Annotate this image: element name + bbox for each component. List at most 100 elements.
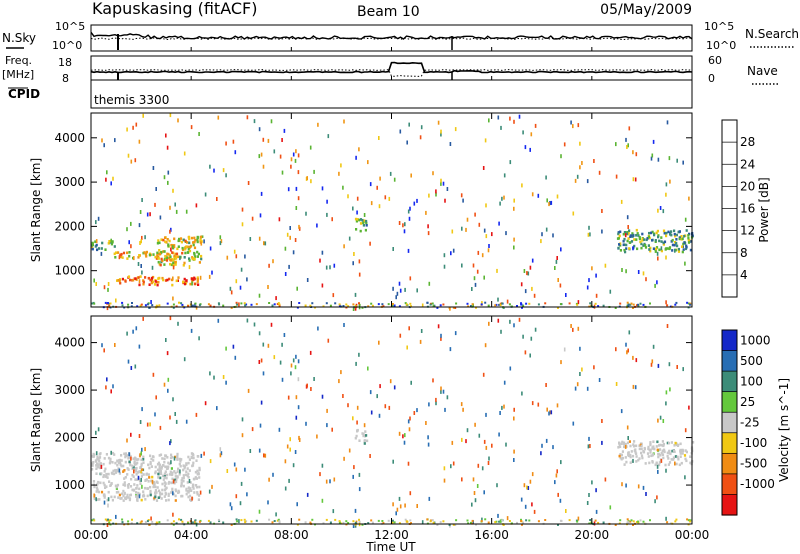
power-cell	[95, 243, 98, 247]
velocity-cell	[393, 521, 396, 524]
power-cell	[622, 239, 625, 243]
velocity-cell	[529, 479, 532, 484]
velocity-cell	[167, 498, 170, 502]
velocity-cell	[413, 411, 416, 415]
power-cell	[449, 142, 452, 146]
power-cell	[381, 303, 384, 306]
velocity-cell	[329, 479, 331, 484]
power-cell	[319, 258, 321, 263]
velocity-cell	[267, 343, 270, 348]
velocity-cell	[120, 454, 123, 457]
power-cell	[572, 124, 574, 129]
power-cell	[481, 301, 483, 306]
power-cell	[226, 255, 229, 260]
power-cell	[594, 302, 597, 305]
power-cell	[359, 218, 362, 221]
power-cell	[100, 251, 103, 256]
power-cell	[117, 279, 120, 282]
velocity-cell	[297, 405, 300, 410]
velocity-cell	[158, 468, 161, 472]
velocity-cell	[161, 492, 164, 496]
power-cell	[581, 161, 583, 165]
power-cell	[171, 245, 175, 248]
power-cell	[181, 303, 184, 306]
velocity-cell	[134, 364, 137, 369]
velocity-cell	[635, 444, 638, 448]
power-cell	[630, 302, 633, 305]
power-cell	[275, 296, 277, 301]
velocity-cell	[187, 522, 190, 524]
velocity-cell	[133, 483, 136, 486]
velocity-cell	[108, 521, 111, 524]
velocity-cell	[99, 481, 102, 485]
cpid-panel	[90, 79, 693, 109]
power-cell	[194, 302, 197, 305]
velocity-cell	[638, 447, 641, 451]
velocity-cell	[171, 471, 174, 475]
velocity-cell	[180, 482, 183, 485]
velocity-cell	[115, 469, 118, 473]
velocity-cell	[618, 442, 621, 446]
velocity-cell	[147, 519, 150, 521]
velocity-cell	[658, 461, 661, 464]
power-cell	[149, 278, 152, 282]
power-cell	[365, 221, 368, 225]
velocity-cell	[135, 486, 138, 490]
power-cell	[483, 275, 485, 280]
power-cell	[196, 255, 199, 258]
velocity-cell	[107, 456, 111, 460]
power-cell	[674, 248, 676, 253]
velocity-cell	[105, 453, 108, 456]
velocity-cell	[522, 334, 524, 339]
power-cell	[149, 212, 151, 217]
velocity-cell	[406, 345, 408, 350]
velocity-cell	[152, 372, 155, 377]
velocity-cell	[268, 518, 271, 521]
velocity-cell	[653, 447, 656, 451]
velocity-cell	[120, 459, 123, 462]
velocity-cell	[651, 460, 654, 463]
velocity-cell	[570, 324, 572, 328]
power-cell	[665, 182, 668, 187]
power-colorbar-tick-label: 8	[740, 246, 748, 260]
power-cell	[290, 157, 293, 162]
power-cell	[278, 217, 281, 222]
power-cell	[311, 302, 314, 305]
nave-tick-low: 0	[708, 72, 715, 85]
velocity-cell	[160, 467, 163, 470]
nave-tick-high: 60	[708, 54, 722, 67]
power-cell	[143, 251, 146, 254]
velocity-cell	[108, 480, 111, 483]
velocity-cell	[217, 518, 220, 521]
power-cell	[178, 301, 180, 304]
power-cell	[197, 252, 200, 256]
velocity-cell	[354, 521, 357, 524]
power-cell	[690, 240, 693, 243]
velocity-cell	[209, 371, 211, 376]
velocity-cell	[581, 367, 583, 372]
velocity-cell	[258, 448, 261, 453]
velocity-cell	[521, 523, 523, 526]
velocity-cell	[432, 378, 434, 383]
velocity-cell	[656, 440, 659, 444]
power-cell	[634, 177, 637, 182]
power-cell	[425, 210, 427, 215]
velocity-cell	[104, 518, 107, 521]
power-cell	[347, 305, 350, 308]
power-cell	[332, 293, 335, 298]
velocity-cell	[209, 459, 212, 464]
freq-tick-high: 18	[58, 56, 72, 69]
velocity-cell	[297, 377, 300, 382]
power-cell	[172, 188, 174, 193]
power-cell	[470, 305, 472, 308]
power-cell	[191, 304, 194, 307]
velocity-cell	[506, 516, 509, 521]
velocity-cell	[152, 485, 155, 489]
power-cell	[139, 275, 142, 278]
power-cell	[172, 303, 175, 306]
power-cell	[483, 228, 486, 233]
velocity-cell	[173, 478, 176, 482]
velocity-cell	[329, 521, 332, 524]
velocity-cell	[674, 461, 676, 466]
velocity-colorbar-tick-label: 100	[740, 374, 763, 388]
